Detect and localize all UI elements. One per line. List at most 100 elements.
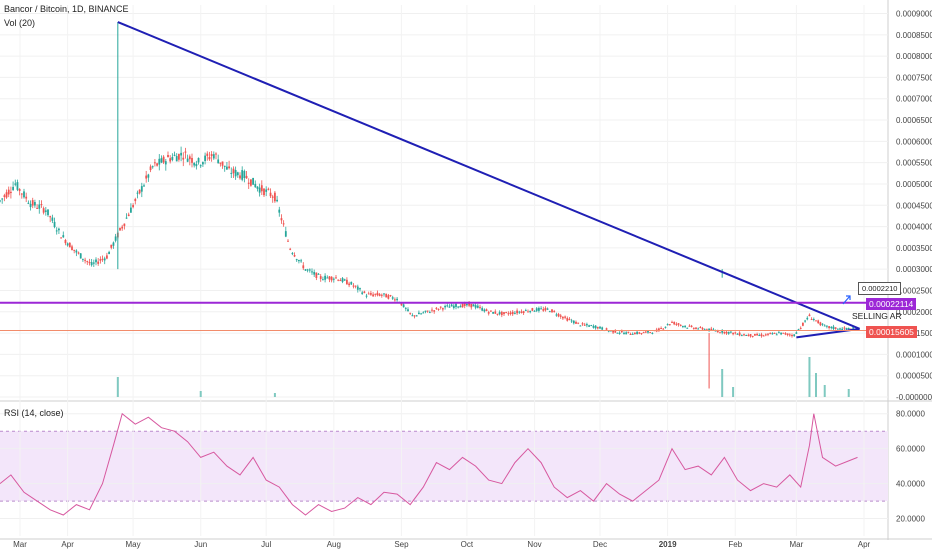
candle-body [171,156,174,160]
candle-body [749,334,752,337]
candle-body [363,291,366,293]
time-tick-label: Dec [593,540,607,549]
candle-body [337,279,340,281]
candle-body [802,322,804,326]
volume-bar [199,391,202,397]
rsi-tick-label: 60.0000 [896,445,925,454]
candle-body [125,217,128,219]
candle-body [44,210,47,212]
candle-body [298,259,300,262]
candle-body [254,183,257,188]
candle-body [293,254,296,257]
candle-body [402,304,405,308]
chart-title: Bancor / Bitcoin, 1D, BINANCE [4,4,129,14]
candle-body [629,334,632,336]
time-tick-label: Apr [858,540,871,549]
candle-body [738,332,741,336]
candle-body [420,313,422,315]
candle-body [228,166,230,169]
candle-body [367,293,370,295]
candle-body [503,312,505,315]
candle-body [793,334,796,336]
candle-body [435,307,438,309]
candle-body [245,175,248,179]
candle-body [53,221,56,228]
candle-body [99,259,102,261]
candle-body [407,309,409,312]
volume-bar [273,393,276,397]
candle-body [695,327,697,330]
candle-body [666,324,669,326]
candle-body [258,187,261,193]
candle-body [498,312,501,315]
candle-body [138,189,141,194]
candle-body [719,332,721,334]
volume-bar [808,357,811,397]
volume-bar [116,377,119,397]
candle-body [73,249,76,251]
candle-body [636,331,638,334]
candle-body [496,313,499,315]
candle-body [197,157,200,163]
candle-body [444,305,446,308]
candle-body [335,277,337,279]
candle-body [284,231,287,237]
candle-body [328,276,331,280]
candle-body [544,307,547,311]
candle-body [68,242,71,248]
candle-body [754,333,756,336]
candle-body [413,315,416,317]
candle-body [370,293,372,295]
candle-body [688,325,691,327]
candle-body [599,326,601,329]
candle-body [418,312,420,315]
candle-body [108,251,110,255]
candle-body [548,311,551,313]
candle-body [644,331,647,333]
candle-body [472,304,475,307]
candle-body [538,307,540,311]
candle-body [485,309,488,312]
candle-body [671,321,673,323]
candle-body [764,334,767,336]
candle-body [638,332,641,334]
candle-body [134,198,137,202]
candle-body [795,332,798,334]
candle-body [1,198,4,200]
candle-body [306,269,309,271]
candle-body [206,153,209,156]
candle-body [743,334,745,336]
candle-body [664,326,667,328]
candle-body [542,309,545,311]
candle-body [428,312,431,314]
candle-body [147,174,150,178]
candle-body [806,317,809,320]
candle-body [786,333,789,336]
candle-body [483,309,486,312]
candle-body [339,280,342,282]
candle-body [852,327,854,329]
candle-body [736,333,739,335]
candle-body [42,208,45,213]
candle-body [361,292,364,294]
candle-body [553,311,556,313]
candle-body [778,332,780,334]
candle-body [579,325,582,327]
candle-body [263,188,265,196]
candle-body [623,332,625,335]
candle-body [282,223,285,225]
candle-body [167,155,169,158]
candle-body [529,310,532,313]
candle-body [140,186,143,192]
candle-body [730,331,732,333]
candle-body [734,332,737,334]
candle-body [175,156,178,162]
candle-body [500,311,503,316]
candle-body [92,262,95,264]
candle-body [330,276,333,281]
candle-body [193,162,196,166]
